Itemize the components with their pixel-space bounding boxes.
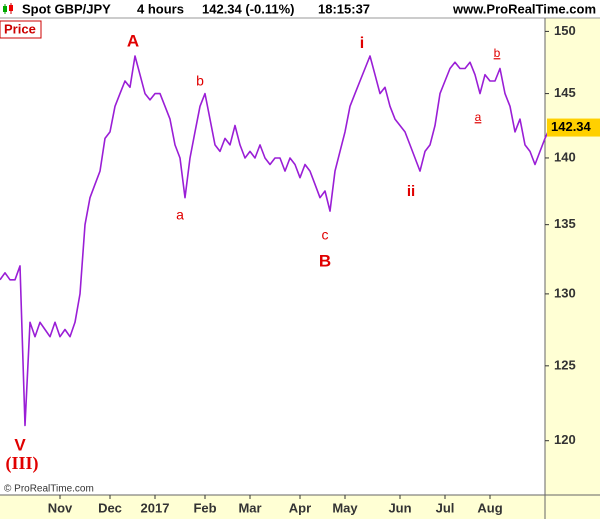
wave-label: A	[127, 31, 139, 50]
y-tick-label: 120	[554, 432, 576, 447]
x-tick-label: Dec	[98, 500, 122, 515]
y-tick-label: 135	[554, 216, 576, 231]
x-tick-label: May	[332, 500, 358, 515]
price-line	[0, 55, 551, 427]
y-axis-panel	[545, 18, 600, 519]
x-tick-label: Feb	[193, 500, 216, 515]
instrument: Spot GBP/JPY	[22, 1, 111, 16]
last-price-box	[547, 118, 600, 137]
wave-label: V	[14, 435, 26, 454]
x-tick-label: Nov	[48, 500, 73, 515]
copyright: © ProRealTime.com	[4, 484, 94, 495]
wave-label: a	[475, 110, 482, 124]
panel-label: Price	[4, 21, 36, 36]
wave-label: B	[319, 251, 331, 270]
wave-label: a	[176, 207, 184, 223]
x-tick-label: 2017	[141, 500, 170, 515]
y-tick-label: 150	[554, 23, 576, 38]
y-tick-label: 125	[554, 357, 576, 372]
header-icon	[3, 3, 13, 14]
x-axis-panel	[0, 495, 545, 519]
source: www.ProRealTime.com	[452, 1, 596, 16]
last-change: 142.34 (-0.11%)	[202, 1, 295, 16]
x-tick-label: Jun	[388, 500, 411, 515]
x-tick-label: Aug	[477, 500, 502, 515]
y-tick-label: 145	[554, 85, 576, 100]
wave-label: c	[322, 227, 329, 243]
wave-label: (III)	[5, 453, 38, 474]
x-tick-label: Apr	[289, 500, 311, 515]
x-tick-label: Mar	[238, 500, 261, 515]
last-price-label: 142.34	[551, 119, 592, 134]
panel-label-box	[0, 20, 42, 39]
timeframe: 4 hours	[137, 1, 184, 16]
x-tick-label: Jul	[436, 500, 455, 515]
wave-label: i	[360, 35, 364, 52]
wave-label: ii	[407, 183, 415, 200]
time: 18:15:37	[318, 1, 370, 16]
y-tick-label: 140	[554, 149, 576, 164]
wave-label: b	[494, 46, 501, 60]
wave-label: b	[196, 73, 204, 89]
y-tick-label: 130	[554, 285, 576, 300]
